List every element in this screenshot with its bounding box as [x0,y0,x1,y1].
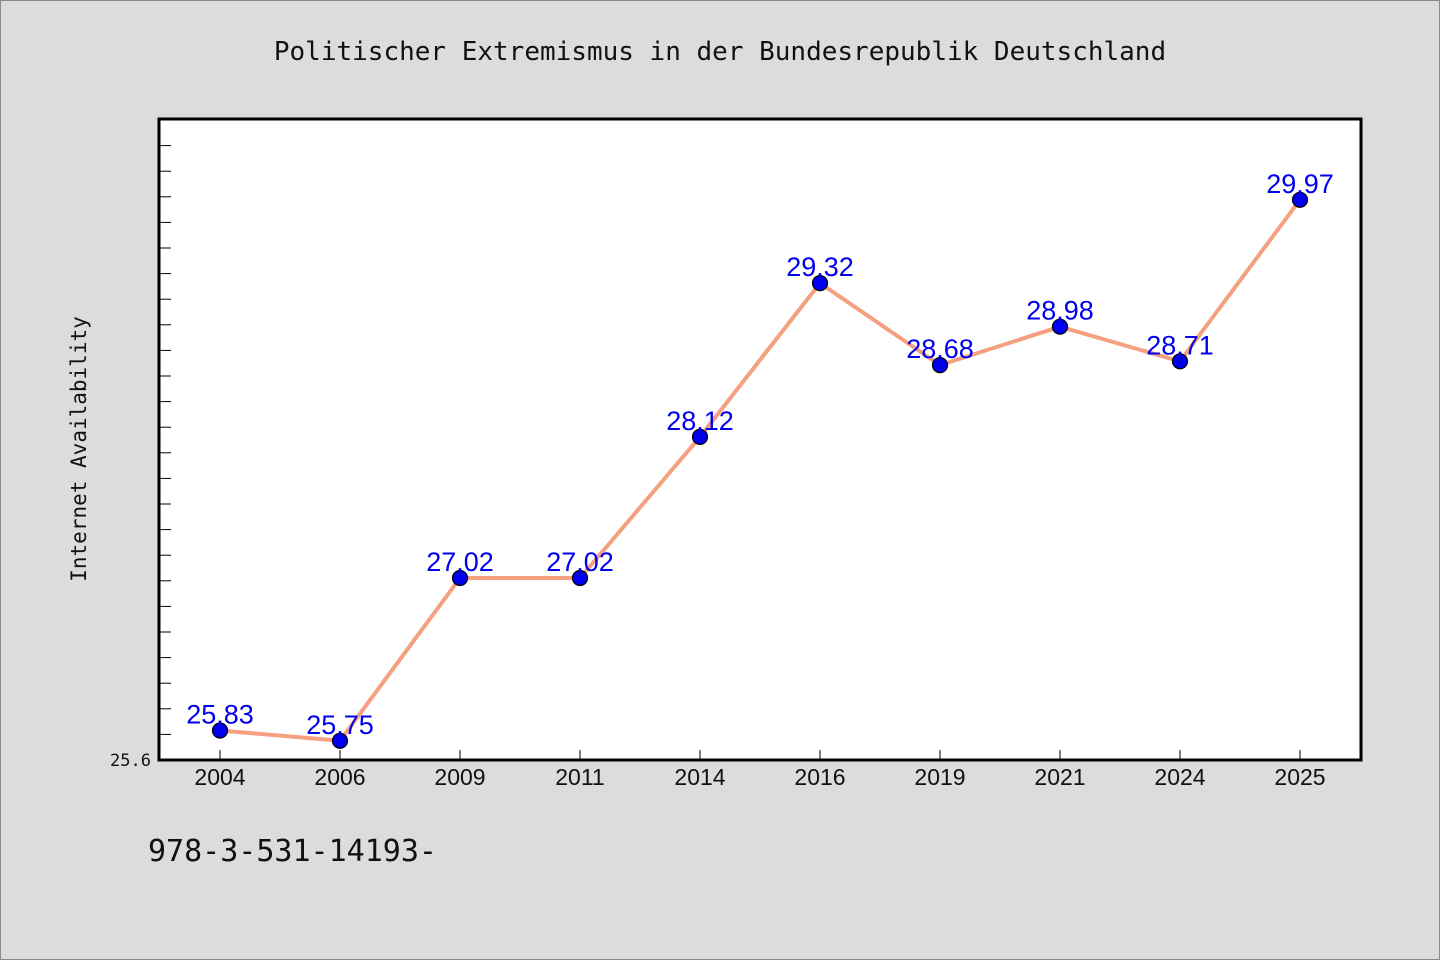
data-point [811,275,829,292]
data-point [451,569,469,587]
data-point [571,569,589,587]
data-point [1051,318,1069,335]
data-label: 29.97 [1266,169,1334,199]
data-point [931,357,949,374]
x-tick-label: 2004 [194,764,245,790]
plot-area [157,117,1363,762]
y-axis-label: Internet Availability [67,316,91,582]
x-tick-label: 2025 [1274,764,1325,790]
x-tick-label: 2011 [555,764,604,790]
x-axis-ticks: 2004 2006 2009 2011 2014 2016 2019 2021 2024 2025 [194,750,1326,790]
data-label: 28.12 [666,406,734,436]
x-tick-label: 2021 [1034,764,1085,790]
x-tick-label: 2014 [674,764,725,790]
x-tick-label: 2006 [314,764,365,790]
chart-title: Politischer Extremismus in der Bundesrep… [274,37,1166,67]
data-point [691,428,709,445]
data-point [211,722,229,739]
data-label: 28.71 [1146,330,1214,360]
data-label: 27.02 [546,547,614,577]
data-label: 27.02 [426,547,494,577]
x-tick-label: 2019 [914,764,965,790]
x-tick-label: 2024 [1154,764,1205,790]
series-line [218,197,1302,743]
data-label: 25.75 [306,710,374,740]
y-tick-label: 25.6 [110,751,151,771]
data-point [1291,191,1309,208]
x-tick-label: 2016 [794,764,845,790]
data-label: 28.68 [906,334,974,364]
data-label: 25.83 [186,700,254,730]
data-point [1171,353,1189,370]
footer-text: 978-3-531-14193- [148,834,437,869]
y-axis-ticks: 25.6 [110,145,171,771]
x-tick-label: 2009 [434,764,485,790]
series-group: 25.83 25.75 27.02 27.02 28.12 29.32 28.68 28.98… [186,169,1334,749]
data-label: 29.32 [786,252,854,282]
data-label: 28.98 [1026,296,1094,326]
data-point [331,732,349,749]
